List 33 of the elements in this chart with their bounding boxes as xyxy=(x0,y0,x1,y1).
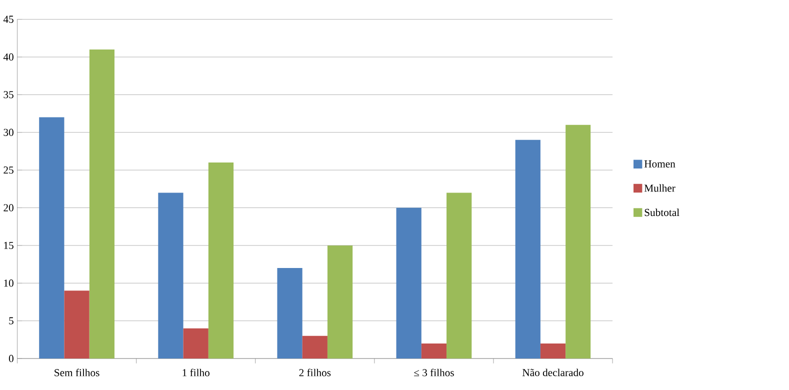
x-tick-label: 1 filho xyxy=(182,368,210,376)
x-tick-label: Sem filhos xyxy=(54,368,100,376)
y-tick-label: 30 xyxy=(4,128,14,136)
y-tick-label: 35 xyxy=(4,90,14,98)
bar xyxy=(183,328,208,358)
bar xyxy=(277,268,302,358)
legend-label: Subtotal xyxy=(644,208,680,216)
y-tick-label: 45 xyxy=(3,16,14,23)
x-tick-label: Não declarado xyxy=(522,368,584,376)
x-tick-label: 2 filhos xyxy=(299,368,331,376)
bar xyxy=(39,117,64,358)
legend-label: Homen xyxy=(644,160,676,168)
y-tick-label: 15 xyxy=(4,242,14,249)
y-tick-label: 20 xyxy=(4,204,14,212)
y-tick-label: 0 xyxy=(8,354,14,362)
bar xyxy=(421,343,447,358)
y-tick-label: 25 xyxy=(4,166,14,174)
legend-label: Mulher xyxy=(644,184,676,192)
bar xyxy=(566,124,591,358)
bar xyxy=(208,162,234,358)
bar xyxy=(64,290,90,358)
bar xyxy=(446,192,472,358)
bar xyxy=(158,192,184,358)
x-tick-label: ≤ 3 filhos xyxy=(414,368,454,376)
bar xyxy=(540,343,566,358)
bar xyxy=(396,208,422,358)
y-tick-label: 5 xyxy=(9,317,14,324)
bar xyxy=(327,245,353,358)
bar xyxy=(89,49,114,358)
bar xyxy=(515,140,540,358)
y-tick-label: 40 xyxy=(3,53,14,60)
y-tick-label: 10 xyxy=(4,279,14,287)
bar xyxy=(302,336,328,358)
